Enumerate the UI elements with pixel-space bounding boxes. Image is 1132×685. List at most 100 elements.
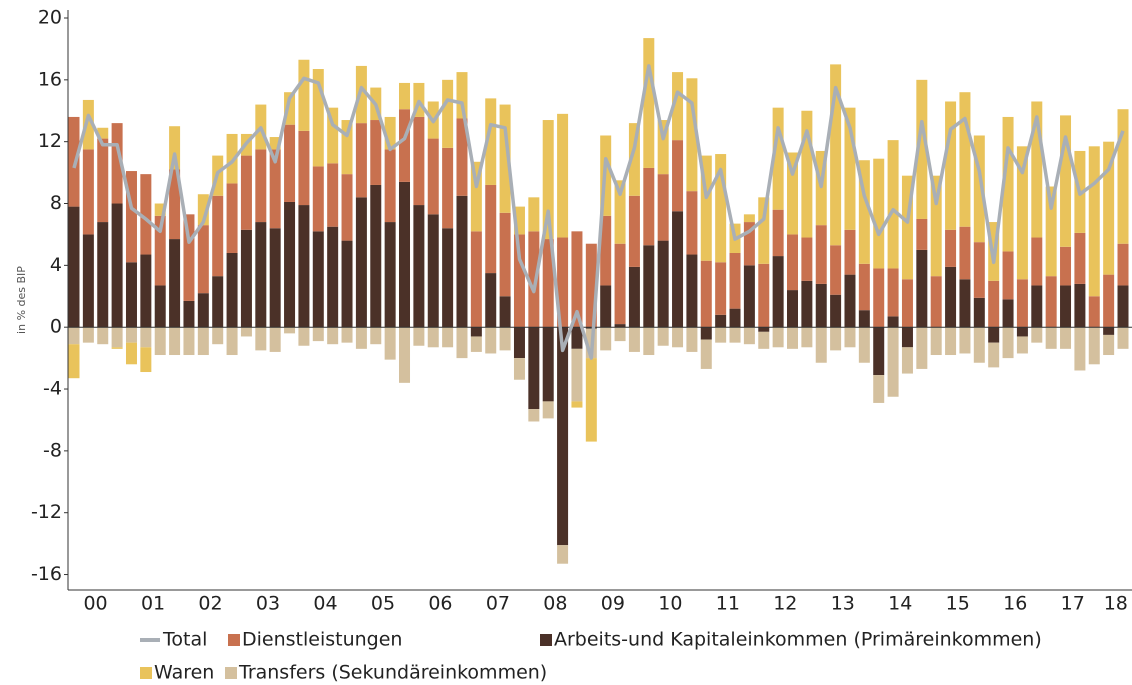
bar-segment [413, 116, 425, 206]
bar-segment [715, 154, 727, 263]
bar-segment [68, 344, 80, 379]
bar-segment [743, 327, 755, 345]
bar-segment [97, 138, 109, 223]
bar-segment [327, 163, 339, 227]
bar-segment [643, 167, 655, 246]
bar-segment [125, 262, 137, 328]
x-tick-label: 16 [1003, 593, 1027, 615]
x-tick-label: 08 [543, 593, 567, 615]
bar-segment [571, 327, 583, 349]
x-tick-label: 09 [601, 593, 625, 615]
bar-segment [111, 327, 123, 348]
bar-segment [68, 327, 80, 345]
bar-segment [384, 149, 396, 223]
x-tick-label: 17 [1061, 593, 1085, 615]
bar-segment [82, 99, 94, 150]
x-tick-label: 18 [1104, 593, 1128, 615]
bar-segment [873, 327, 885, 376]
bar-segment [729, 252, 741, 309]
bar-segment [1016, 146, 1028, 280]
bar-segment [614, 324, 626, 328]
bar-segment [470, 231, 482, 328]
bar-segment [284, 92, 296, 125]
bar-segment [801, 327, 813, 348]
bar-segment [858, 263, 870, 311]
bar-segment [154, 215, 166, 286]
bar-segment [1117, 285, 1129, 328]
bar-segment [456, 72, 468, 119]
bar-segment [887, 316, 899, 328]
bar-segment [226, 183, 238, 253]
bar-segment [399, 327, 411, 383]
bar-segment [140, 327, 152, 348]
bar-segment [1060, 115, 1072, 247]
bar-segment [370, 120, 382, 185]
bar-segment [715, 262, 727, 315]
bar-segment [125, 327, 137, 343]
bar-segment [1016, 336, 1028, 354]
y-tick-label: -12 [31, 501, 62, 523]
bar-segment [470, 327, 482, 337]
bar-segment [1060, 327, 1072, 349]
bar-segment [169, 169, 181, 240]
bar-segment [97, 127, 109, 139]
bar-segment [197, 327, 209, 356]
x-tick-label: 11 [716, 593, 740, 615]
bar-segment [571, 231, 583, 328]
bar-segment [945, 266, 957, 328]
bar-segment [456, 327, 468, 359]
bar-segment [585, 243, 597, 328]
x-tick-label: 01 [141, 593, 165, 615]
bar-segment [945, 327, 957, 356]
bar-segment [1031, 327, 1043, 343]
bar-segment [513, 358, 525, 380]
bar-segment [312, 231, 324, 328]
bar-segment [542, 239, 554, 328]
bar-segment [513, 327, 525, 359]
bar-segment [1031, 101, 1043, 238]
bar-segment [111, 123, 123, 204]
bar-segment [787, 152, 798, 235]
bar-segment [1002, 116, 1014, 252]
bar-segment [585, 358, 597, 442]
bar-segment [901, 327, 913, 348]
bar-segment [355, 65, 367, 124]
bar-segment [298, 59, 310, 131]
bar-segment [672, 140, 684, 212]
bar-segment [700, 155, 712, 261]
y-tick-label: 20 [38, 7, 62, 29]
bar-segment [700, 260, 712, 328]
bar-segment [499, 104, 511, 213]
bar-segment [916, 218, 928, 250]
bar-segment [542, 120, 554, 240]
bar-segment [916, 327, 928, 369]
bar-segment [815, 225, 827, 284]
bar-segment [844, 327, 856, 348]
bar-segment [1016, 327, 1028, 337]
bar-segment [657, 327, 669, 346]
bar-segment [485, 327, 497, 354]
legend-swatch [540, 634, 552, 646]
legend-swatch [225, 667, 237, 679]
bar-segment [212, 327, 224, 345]
bar-segment [686, 254, 698, 328]
x-tick-label: 06 [428, 593, 452, 615]
bar-segment [183, 300, 195, 328]
bar-segment [585, 327, 597, 329]
bar-segment [672, 211, 684, 328]
bar-segment [830, 64, 842, 246]
bar-segment [858, 310, 870, 328]
bar-segment [1103, 334, 1115, 356]
legend-label: Dienstleistungen [242, 629, 402, 651]
x-tick-label: 03 [256, 593, 280, 615]
bar-segment [787, 234, 798, 291]
legend-swatch [140, 667, 152, 679]
bar-segment [399, 82, 411, 110]
bar-segment [269, 228, 281, 328]
bar-segment [442, 327, 454, 348]
x-tick-label: 07 [486, 593, 510, 615]
bar-segment [973, 135, 985, 243]
y-axis-label: in % des BIP [15, 266, 28, 334]
bar-segment [873, 268, 885, 328]
